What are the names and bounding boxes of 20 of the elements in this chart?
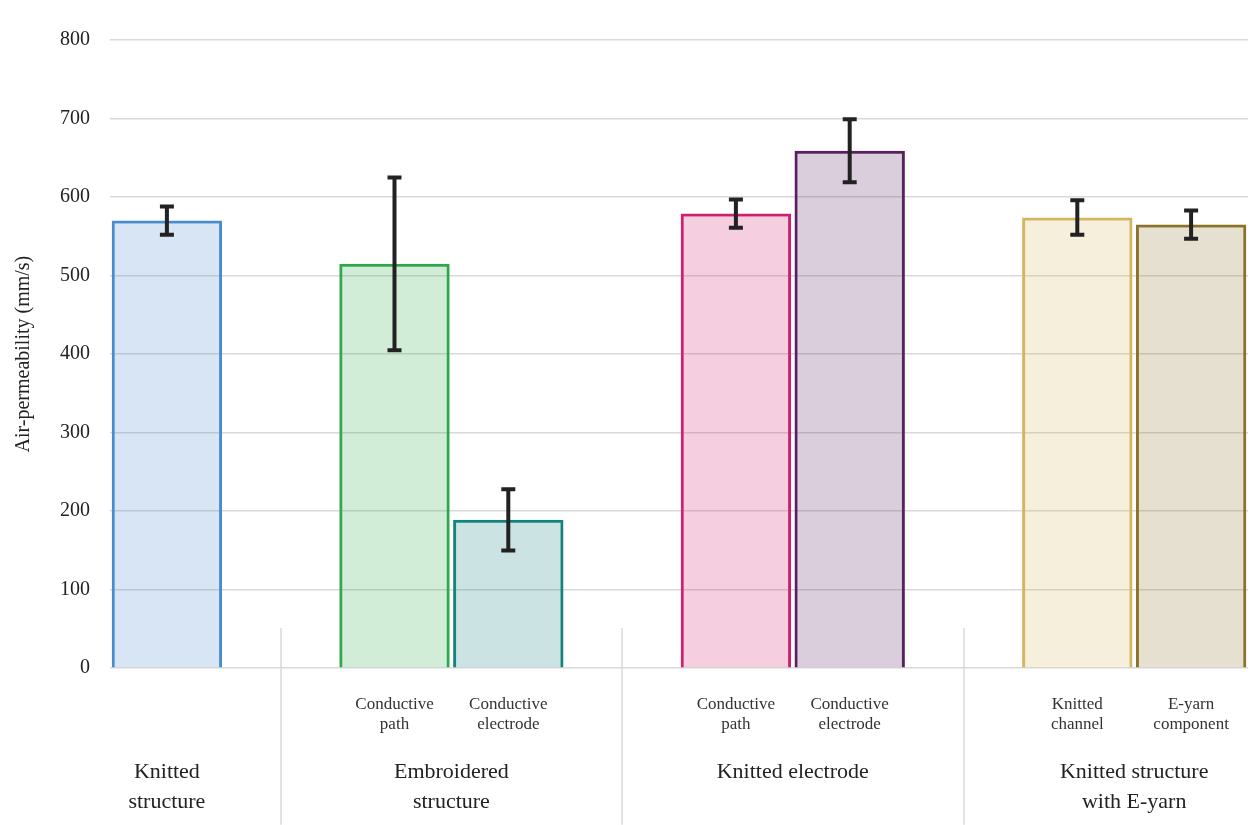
- x-tick-label: Conductive electrode: [469, 693, 548, 734]
- text: Knitted structure: [127, 757, 207, 816]
- x-tick-label: E-yarn component: [1153, 693, 1230, 734]
- x-tick-label: Conductive path: [696, 693, 776, 734]
- x-tick-label: Conductive path: [355, 693, 434, 734]
- y-tick-label: 800: [60, 27, 90, 50]
- y-tick-label: 600: [60, 184, 90, 207]
- y-tick-label: 500: [60, 262, 90, 285]
- y-axis-title: Air-permeability (mm/s): [11, 255, 35, 453]
- y-tick-label: 100: [60, 576, 90, 599]
- text: Knitted structure with E-yarn: [1058, 757, 1210, 816]
- y-tick-label: 300: [60, 419, 90, 442]
- y-tick-label: 400: [60, 341, 90, 364]
- text: Embroidered structure: [392, 757, 510, 816]
- x-tick-label: Conductive electrode: [810, 693, 889, 734]
- y-tick-label: 700: [60, 105, 90, 128]
- y-tick-label: 200: [60, 498, 90, 521]
- y-tick-label: 0: [80, 655, 90, 678]
- text: Knitted electrode: [715, 757, 870, 786]
- x-tick-label: Knitted channel: [1050, 693, 1105, 734]
